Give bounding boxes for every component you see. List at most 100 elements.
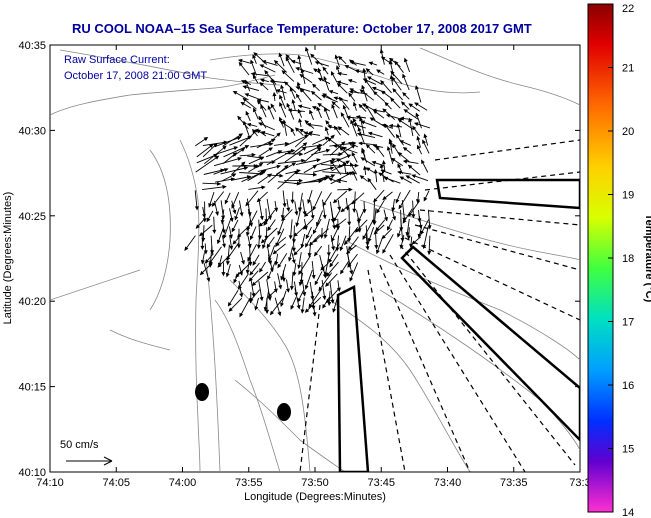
current-vector (390, 97, 401, 109)
current-vector (332, 296, 339, 313)
current-vector (284, 81, 297, 93)
current-vector (295, 206, 302, 228)
current-vector (322, 66, 329, 75)
current-vector (375, 145, 385, 157)
current-vector (213, 168, 229, 175)
current-vector (307, 243, 312, 258)
current-vector (300, 88, 312, 102)
current-vector (236, 228, 241, 249)
current-vector (345, 244, 357, 255)
current-vector (250, 71, 268, 77)
current-vector (323, 107, 330, 121)
colorbar-tick-label: 20 (622, 126, 634, 138)
current-vector (239, 297, 251, 318)
current-vector (298, 255, 311, 275)
current-vector (408, 103, 421, 112)
current-vector (348, 142, 359, 148)
current-vector (263, 209, 276, 226)
current-vector (323, 218, 330, 239)
current-vector (202, 184, 227, 191)
current-vector (338, 163, 359, 168)
current-vector (214, 136, 242, 148)
current-vector (380, 80, 392, 94)
current-vector (333, 125, 342, 136)
current-vector (290, 297, 297, 310)
current-vector (328, 243, 341, 264)
current-vector (237, 273, 249, 290)
current-vector (203, 262, 211, 282)
current-vector (411, 200, 416, 219)
current-vector (259, 261, 266, 273)
map-frame (49, 44, 581, 473)
current-vector (242, 97, 257, 110)
current-vector (290, 127, 296, 136)
current-vector (382, 191, 393, 201)
current-vector (258, 219, 268, 227)
current-vector (402, 146, 412, 154)
current-vector (297, 289, 305, 303)
annotation-line2: October 17, 2008 21:00 GMT (64, 70, 207, 82)
current-vector (417, 226, 423, 239)
current-vector (225, 244, 230, 266)
current-vector (339, 146, 350, 157)
current-vector (206, 210, 214, 223)
current-vector (195, 219, 205, 229)
current-vector (280, 290, 287, 307)
current-vector (258, 115, 267, 129)
current-vector (275, 162, 297, 175)
current-vector (402, 92, 410, 100)
current-vector (228, 226, 233, 239)
current-vector (313, 228, 329, 243)
x-tick-label: 73:3 (569, 477, 590, 489)
current-vector (411, 236, 422, 245)
current-vector (329, 282, 335, 304)
current-vector (356, 132, 376, 139)
current-vector (238, 61, 250, 76)
current-vector (337, 126, 350, 136)
current-vector (349, 262, 359, 282)
current-vector (249, 226, 257, 241)
current-vector (295, 93, 302, 103)
current-vector (374, 234, 379, 250)
current-vector (289, 271, 294, 291)
current-vector (354, 69, 367, 74)
y-tick-label: 40:35 (18, 40, 46, 52)
current-vector (391, 76, 402, 91)
current-vector (373, 224, 385, 235)
y-tick-label: 40:20 (18, 296, 46, 308)
current-vector (294, 201, 299, 216)
current-vector (339, 235, 347, 252)
current-vector (317, 67, 324, 82)
x-tick-label: 73:45 (367, 477, 395, 489)
current-vector (408, 117, 414, 137)
current-vector (309, 109, 315, 120)
current-vector (221, 262, 226, 277)
current-vector (320, 174, 336, 182)
current-vector (279, 94, 286, 110)
current-vector (240, 101, 252, 109)
current-vector (332, 190, 348, 204)
current-vector (196, 143, 214, 158)
current-vector (264, 297, 269, 315)
current-vector (405, 218, 410, 237)
current-vector (222, 217, 232, 240)
current-vector (304, 296, 322, 313)
current-vector (324, 126, 329, 136)
current-vector (288, 219, 293, 240)
current-vector (240, 251, 245, 265)
current-vector (328, 90, 339, 95)
current-vector (351, 192, 365, 205)
current-vector (359, 116, 365, 136)
current-vector (246, 122, 258, 127)
current-vector (417, 144, 423, 155)
current-vector (272, 91, 277, 102)
scale-arrow (66, 456, 113, 466)
current-vector (250, 59, 257, 76)
current-vector (337, 187, 353, 192)
colorbar-ticks: 22 21 20 19 18 17 16 15 14 (608, 3, 634, 518)
current-vector (382, 234, 394, 254)
current-vector (384, 101, 392, 110)
current-vector (257, 164, 282, 172)
current-vector (412, 125, 420, 137)
current-vector (214, 146, 239, 156)
